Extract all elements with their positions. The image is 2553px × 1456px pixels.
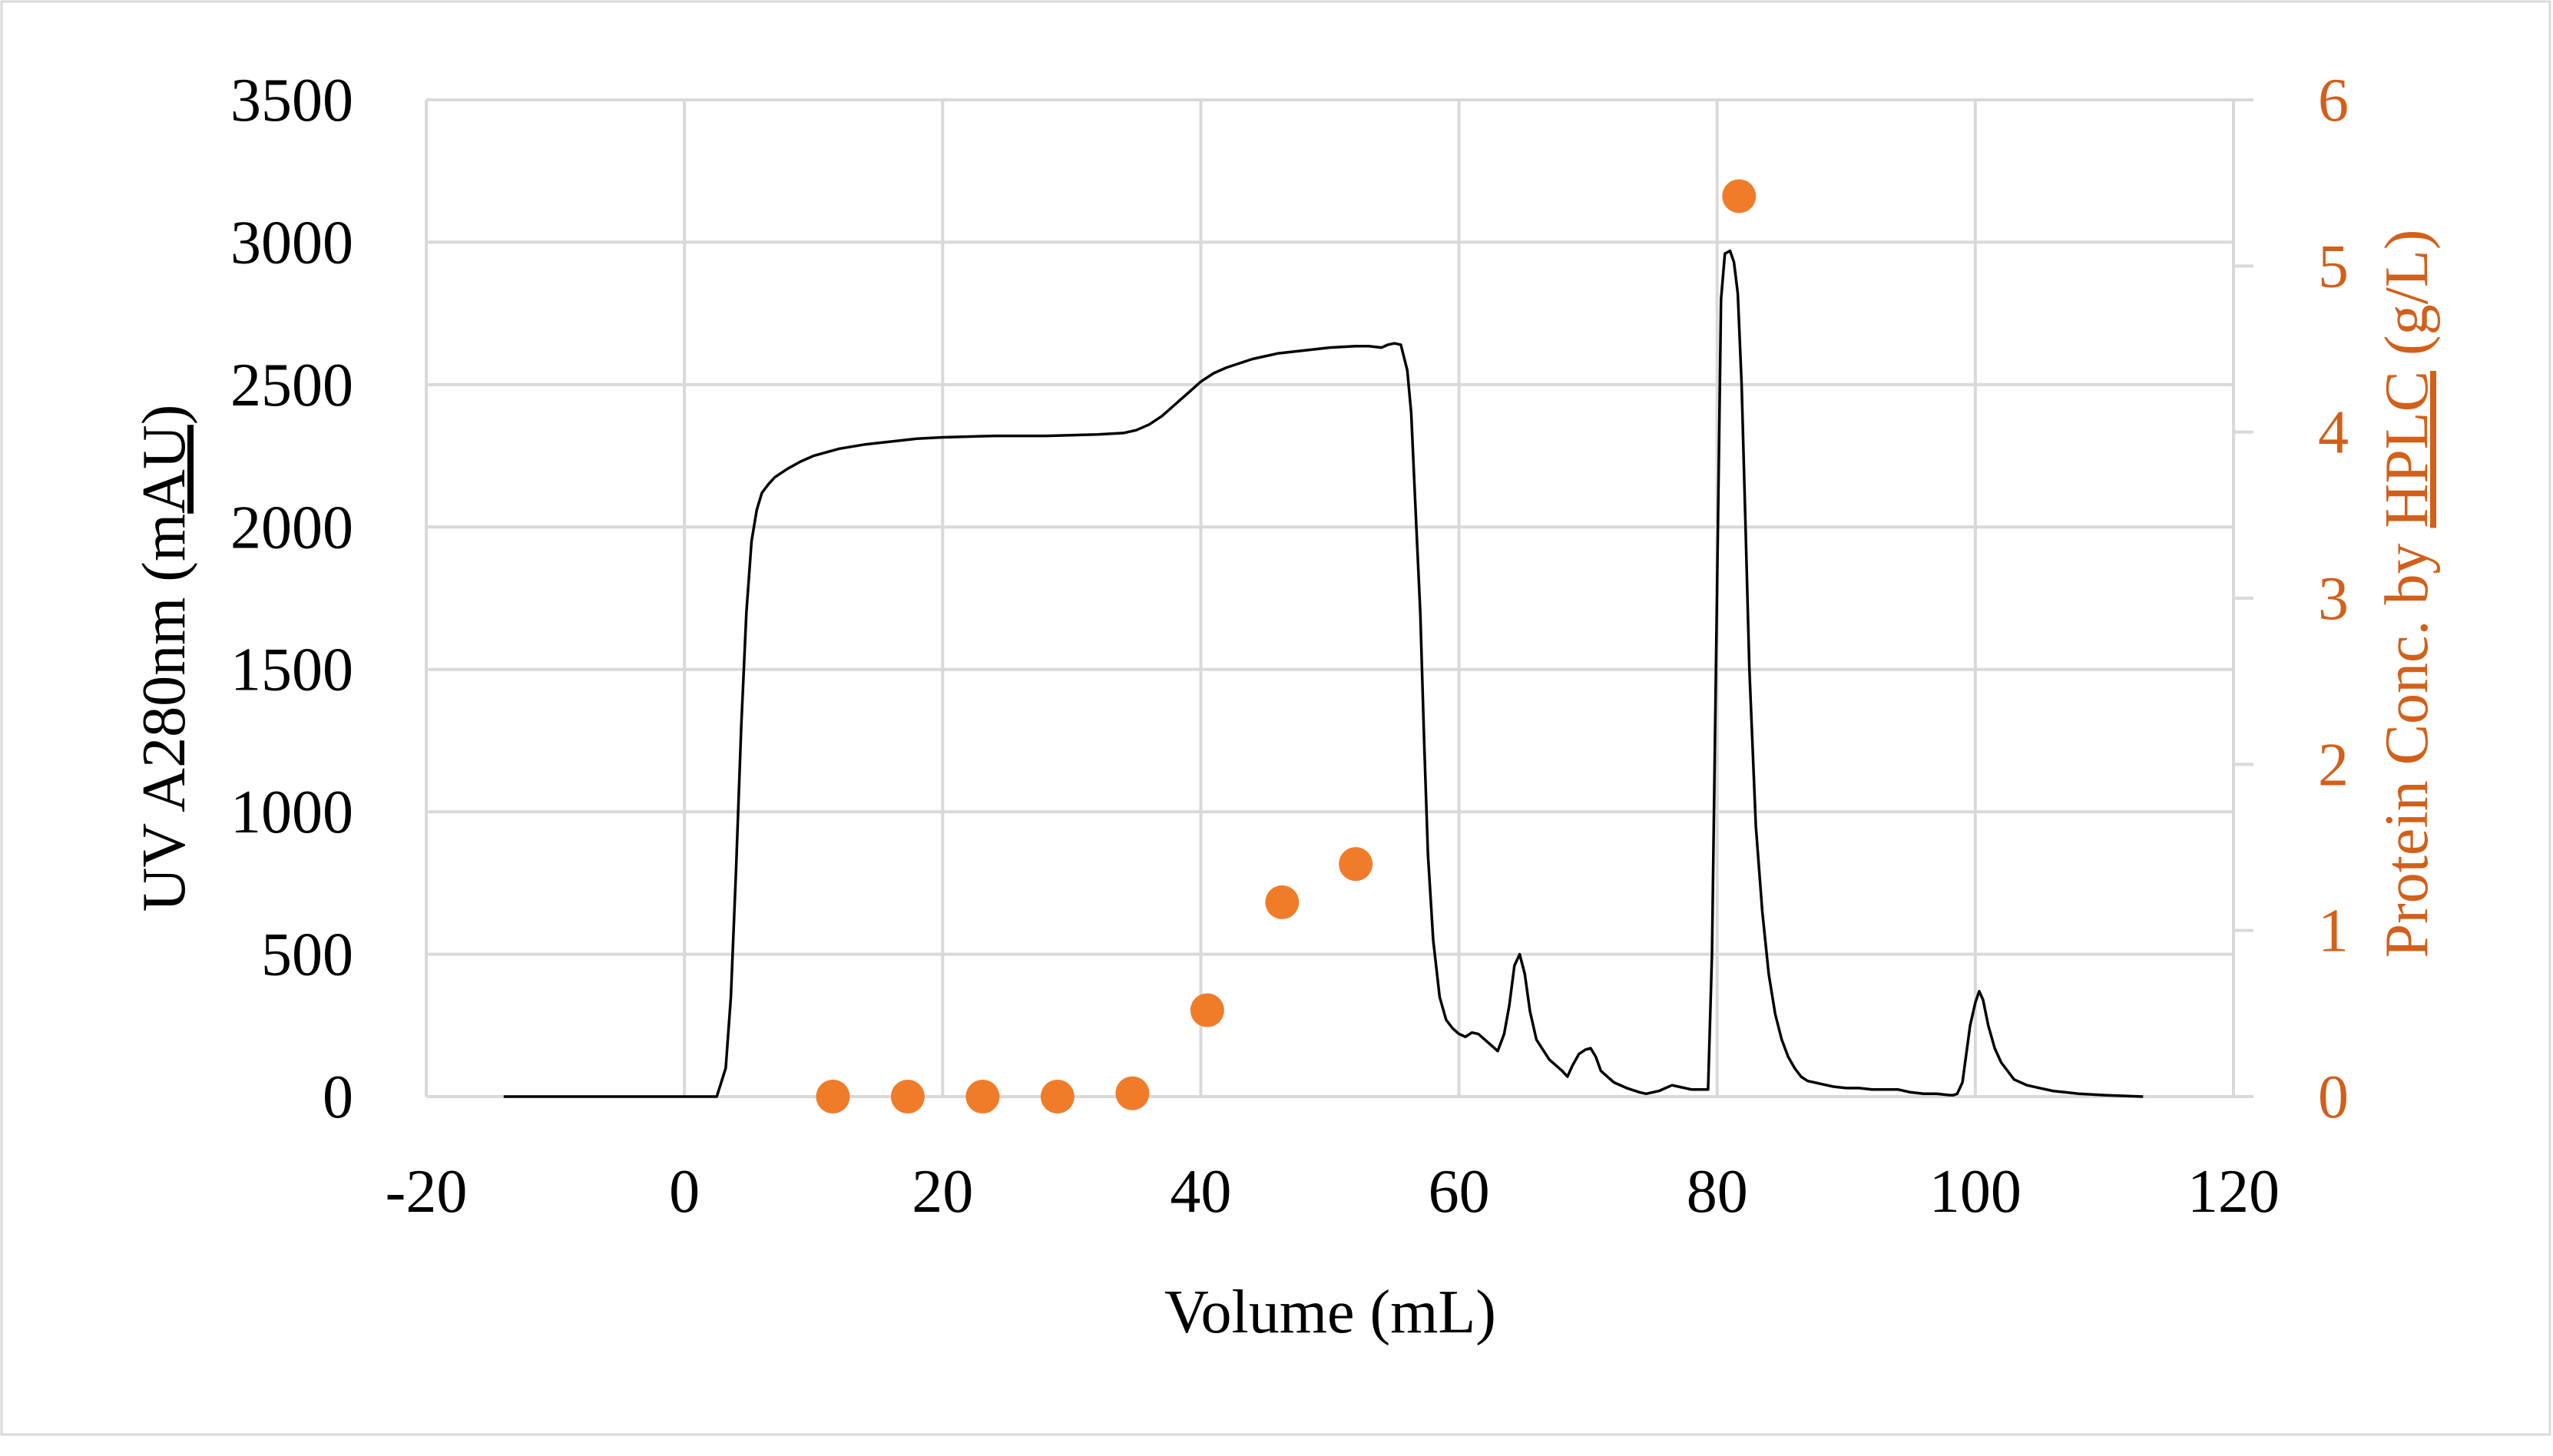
uv-trace-line: [503, 249, 2144, 1098]
y-tick-label: 0: [323, 1064, 353, 1131]
y2-tick-label: 1: [2318, 898, 2349, 965]
y-axis-title-suffix: ): [131, 405, 198, 425]
x-axis-title: Volume (mL): [1164, 1279, 1496, 1346]
y2-axis-title-method: HPLC: [2373, 371, 2441, 528]
protein-conc-point: [890, 1080, 925, 1114]
protein-conc-point: [816, 1080, 850, 1114]
protein-conc-point: [965, 1080, 1000, 1114]
y2-tick-label: 0: [2318, 1064, 2349, 1131]
y-tick-label: 1500: [230, 637, 353, 704]
y2-axis-title-prefix: Protein Conc. by: [2373, 528, 2441, 958]
y-axis-title-prefix: UV A280nm (m: [131, 514, 198, 912]
x-tick-label: 20: [912, 1158, 973, 1226]
y2-axis-title: Protein Conc. by HPLC (g/L): [2373, 230, 2441, 958]
plot-series: [503, 179, 2144, 1114]
axes: [426, 98, 2253, 1098]
y2-tick-label: 2: [2318, 731, 2349, 799]
y-tick-label: 500: [261, 922, 353, 989]
x-tick-label: 60: [1429, 1158, 1490, 1226]
x-tick-label: 100: [1929, 1158, 2022, 1226]
x-tick-label: 40: [1170, 1158, 1231, 1226]
y-axis-title: UV A280nm (mAU): [131, 405, 198, 912]
x-tick-label: 80: [1687, 1158, 1748, 1226]
tick-labels: -20 0 20 40 60 80 100 1200500100015002000250030…: [230, 67, 2349, 1226]
y-tick-label: 3500: [230, 67, 353, 134]
protein-conc-point: [1115, 1076, 1150, 1110]
x-tick-label: 120: [2187, 1158, 2280, 1226]
protein-conc-point: [1339, 847, 1373, 882]
protein-conc-point: [1190, 993, 1224, 1027]
y2-tick-label: 5: [2318, 233, 2349, 300]
x-tick-label: -20: [386, 1158, 468, 1226]
y-axis-title-unit: AU: [131, 425, 198, 514]
y2-axis-title-suffix: (g/L): [2373, 230, 2441, 371]
y2-tick-label: 4: [2318, 399, 2349, 467]
protein-conc-point: [1040, 1080, 1075, 1114]
y-tick-label: 3000: [230, 209, 353, 276]
y-tick-label: 2500: [230, 352, 353, 419]
y2-tick-label: 3: [2318, 565, 2349, 633]
y-tick-label: 1000: [230, 779, 353, 846]
x-tick-label: 0: [669, 1158, 700, 1226]
y2-tick-label: 6: [2318, 67, 2349, 134]
protein-conc-point: [1722, 179, 1757, 213]
y-tick-label: 2000: [230, 494, 353, 561]
protein-conc-point: [1265, 885, 1300, 919]
